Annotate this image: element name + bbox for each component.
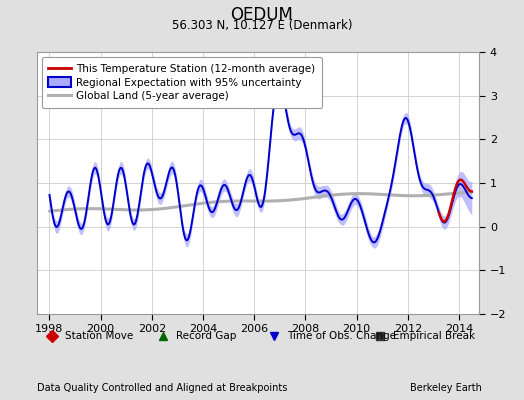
Text: Record Gap: Record Gap — [176, 331, 236, 341]
Text: Data Quality Controlled and Aligned at Breakpoints: Data Quality Controlled and Aligned at B… — [37, 383, 287, 393]
Text: OEDUM: OEDUM — [231, 6, 293, 24]
Text: Time of Obs. Change: Time of Obs. Change — [287, 331, 396, 341]
Text: Empirical Break: Empirical Break — [393, 331, 475, 341]
Legend: This Temperature Station (12-month average), Regional Expectation with 95% uncer: This Temperature Station (12-month avera… — [42, 57, 322, 108]
Text: 56.303 N, 10.127 E (Denmark): 56.303 N, 10.127 E (Denmark) — [172, 19, 352, 32]
Text: Station Move: Station Move — [66, 331, 134, 341]
Text: Berkeley Earth: Berkeley Earth — [410, 383, 482, 393]
